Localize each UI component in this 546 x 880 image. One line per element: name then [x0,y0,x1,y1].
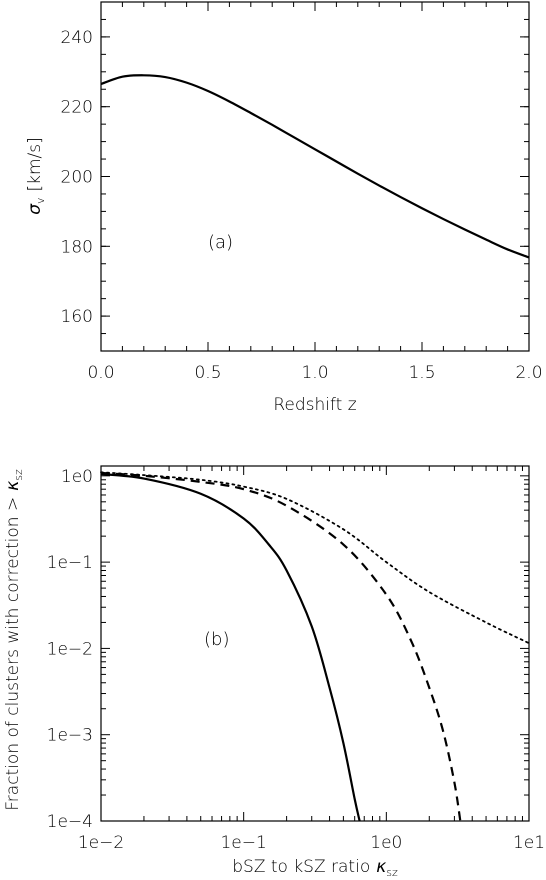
panel-b-ylabel-symbol: κ [3,481,23,491]
y-tick-label: 1e−2 [47,639,93,659]
panel-b: 1e−2 1e−1 1e0 1e1 1e−4 1e−3 1e−2 1e−1 1e0 (b) bS… [3,465,545,879]
panel-a-frame [100,1,530,352]
panel-b-xlabel-symbol: κ [376,857,386,877]
y-tick-label: 200 [61,168,93,188]
panel-b-xlabel: bSZ to kSZ ratio κsz [232,857,398,879]
y-tick-label: 1e−4 [47,812,93,832]
y-tick-label: 1e0 [61,467,93,487]
y-tick-label: 240 [61,28,93,48]
panel-b-ylabel-sub: sz [12,469,25,481]
panel-a: 0.0 0.5 1.0 1.5 2.0 160 180 200 220 240 (a) Redsh… [25,1,543,415]
y-tick-label: 180 [61,237,93,257]
panel-b-ticks: 1e−2 1e−1 1e0 1e1 1e−4 1e−3 1e−2 1e−1 1e0 [47,466,545,853]
x-tick-label: 0.0 [87,363,114,383]
panel-a-series [100,74,530,259]
panel-a-ylabel-unit: [km/s] [25,137,45,191]
y-tick-label: 220 [61,98,93,118]
x-tick-label: 1.0 [301,363,328,383]
panel-b-xlabel-text: bSZ to kSZ ratio [232,857,370,877]
panel-b-frame [100,465,530,822]
panel-a-ticks: 0.0 0.5 1.0 1.5 2.0 160 180 200 220 240 [61,1,543,383]
panel-b-ylabel-text: Fraction of clusters with correction > [3,497,23,811]
series-dashed-line [100,471,462,822]
panel-a-xlabel: Redshift z [273,395,356,415]
series-dotted-line [100,471,530,645]
panel-b-annotation: (b) [204,629,229,650]
x-tick-label: 1e0 [370,833,402,853]
x-tick-label: 2.0 [515,363,542,383]
x-tick-label: 1.5 [408,363,435,383]
series-solid-line [100,472,361,822]
y-tick-label: 160 [61,307,93,327]
y-tick-label: 1e−1 [47,553,93,573]
panel-b-series [100,471,530,822]
x-tick-label: 0.5 [194,363,221,383]
x-tick-label: 1e1 [513,833,545,853]
series-solid-line [100,74,530,259]
panel-a-ylabel-sub: v [34,197,47,204]
y-tick-label: 1e−3 [47,726,93,746]
panel-a-ylabel-symbol: σ [25,203,45,215]
panel-a-ylabel: σv [km/s] [25,137,47,215]
panel-a-annotation: (a) [208,232,233,253]
x-tick-label: 1e−1 [220,833,266,853]
panel-b-ylabel: Fraction of clusters with correction > κs… [3,469,25,811]
panel-b-xlabel-sub: sz [386,866,398,879]
x-tick-label: 1e−2 [78,833,124,853]
